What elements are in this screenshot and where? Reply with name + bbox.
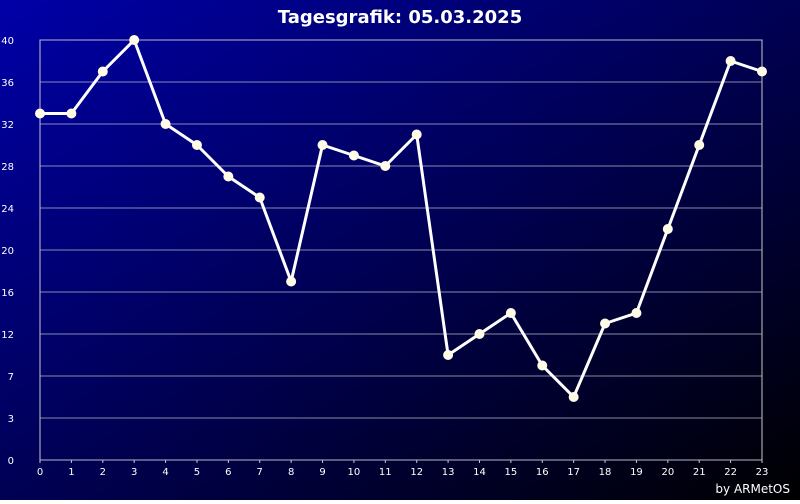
y-tick-label: 16 (1, 288, 14, 299)
point (505, 308, 516, 318)
y-tick-label: 28 (1, 162, 14, 173)
x-tick-label: 20 (661, 467, 674, 478)
point (191, 140, 202, 150)
x-tick-label: 22 (724, 467, 737, 478)
x-tick-label: 15 (505, 467, 518, 478)
point (694, 140, 705, 150)
point (411, 129, 422, 140)
x-tick-label: 10 (348, 467, 361, 478)
point (97, 66, 108, 77)
point (757, 66, 767, 77)
x-tick-label: 6 (225, 467, 231, 478)
point (317, 140, 328, 150)
y-tick-label: 40 (1, 36, 14, 47)
x-tick-label: 13 (442, 467, 455, 478)
point (443, 350, 454, 360)
y-tick-label: 7 (8, 372, 14, 383)
x-tick-label: 12 (410, 467, 423, 478)
x-tick-label: 14 (473, 467, 486, 478)
point (223, 171, 234, 182)
y-tick-label: 32 (1, 120, 14, 131)
x-tick-label: 23 (756, 467, 769, 478)
y-tick-label: 20 (1, 246, 14, 257)
point (348, 150, 359, 161)
x-tick-label: 17 (567, 467, 580, 478)
x-tick-label: 5 (194, 467, 200, 478)
chart-title: Tagesgrafik: 05.03.2025 (278, 7, 522, 28)
point (66, 108, 77, 119)
x-tick-label: 4 (162, 467, 168, 478)
x-tick-label: 11 (379, 467, 392, 478)
y-tick-label: 0 (8, 456, 14, 467)
y-tick-label: 36 (1, 78, 14, 89)
point (600, 318, 611, 329)
x-tick-label: 8 (288, 467, 294, 478)
point (380, 161, 391, 171)
point (35, 108, 45, 119)
credit: by ARMetOS (715, 482, 790, 496)
x-tick-label: 7 (257, 467, 263, 478)
x-tick-label: 16 (536, 467, 549, 478)
point (286, 276, 297, 287)
x-tick-label: 0 (37, 467, 43, 478)
x-tick-label: 19 (630, 467, 643, 478)
point (631, 308, 642, 318)
x-tick-label: 21 (693, 467, 706, 478)
point (725, 56, 736, 66)
point (568, 392, 579, 402)
x-tick-label: 1 (68, 467, 74, 478)
y-tick-label: 3 (8, 414, 14, 425)
y-tick-label: 12 (1, 330, 14, 341)
point (129, 35, 140, 45)
point (254, 192, 265, 203)
point (474, 329, 485, 339)
point (662, 224, 673, 234)
x-tick-label: 3 (131, 467, 137, 478)
y-tick-label: 24 (1, 204, 14, 215)
point (160, 119, 171, 129)
x-tick-label: 18 (599, 467, 612, 478)
line (40, 38, 763, 399)
x-tick-label: 2 (100, 467, 106, 478)
x-tick-label: 9 (319, 467, 325, 478)
point (537, 360, 548, 371)
